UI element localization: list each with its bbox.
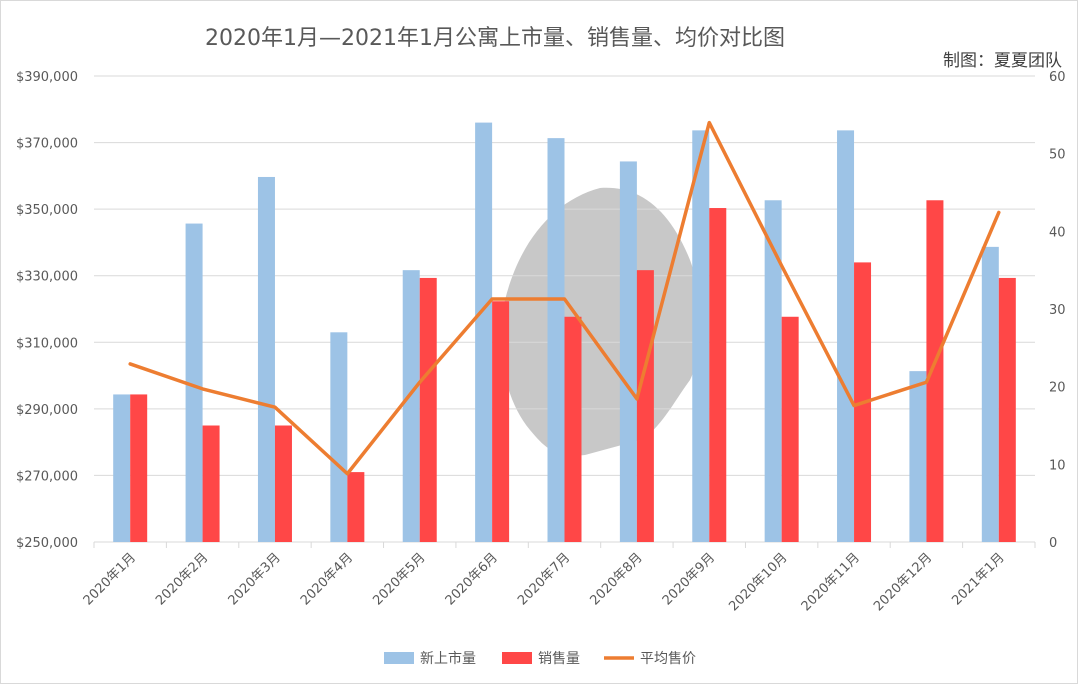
y-right-tick-label: 30 bbox=[1049, 303, 1066, 318]
x-tick-label: 2020年6月 bbox=[443, 550, 501, 608]
legend-swatch bbox=[384, 652, 414, 664]
avg-price-point bbox=[636, 398, 638, 400]
avg-price-point bbox=[925, 381, 927, 383]
bar-sales bbox=[926, 200, 944, 542]
bar-sales bbox=[274, 425, 292, 542]
y-right-tick-label: 20 bbox=[1049, 381, 1066, 396]
watermark-portrait bbox=[501, 187, 702, 456]
bar-new-listings bbox=[113, 394, 131, 542]
x-tick-label: 2020年7月 bbox=[515, 550, 573, 608]
y-right-tick-label: 60 bbox=[1049, 70, 1066, 85]
bar-new-listings bbox=[402, 270, 420, 542]
y-right-tick-label: 50 bbox=[1049, 148, 1066, 163]
bar-sales bbox=[564, 316, 582, 542]
x-tick-label: 2020年11月 bbox=[799, 550, 863, 614]
legend-label: 销售量 bbox=[538, 651, 580, 667]
bar-sales bbox=[492, 301, 510, 542]
x-tick-label: 2020年8月 bbox=[587, 550, 645, 608]
bar-sales bbox=[347, 472, 365, 542]
avg-price-point bbox=[274, 406, 276, 408]
avg-price-point bbox=[708, 122, 710, 124]
x-tick-label: 2020年3月 bbox=[226, 550, 284, 608]
y-left-tick-label: $390,000 bbox=[16, 70, 78, 85]
bar-sales bbox=[202, 425, 220, 542]
bar-new-listings bbox=[619, 161, 637, 542]
chart-credit: 制图：夏夏团队 bbox=[943, 51, 1062, 71]
legend: 新上市量 销售量 平均售价 bbox=[384, 650, 696, 667]
bar-sales bbox=[998, 277, 1016, 542]
legend-label: 新上市量 bbox=[420, 650, 476, 667]
bar-new-listings bbox=[475, 122, 493, 542]
bar-new-listings bbox=[764, 200, 782, 542]
bar-sales bbox=[419, 277, 437, 542]
y-left-tick-label: $310,000 bbox=[16, 336, 78, 351]
y-left-tick-label: $270,000 bbox=[16, 469, 78, 484]
legend-swatch bbox=[502, 652, 532, 664]
bar-sales bbox=[130, 394, 148, 542]
avg-price-point bbox=[564, 298, 565, 300]
avg-price-point bbox=[202, 388, 204, 390]
x-tick-label: 2020年12月 bbox=[871, 550, 935, 614]
bar-sales bbox=[709, 208, 727, 543]
chart-title: 2020年1月—2021年1月公寓上市量、销售量、均价对比图 bbox=[205, 26, 785, 51]
y-right-tick-label: 40 bbox=[1049, 225, 1066, 240]
y-left-tick-label: $290,000 bbox=[16, 403, 78, 418]
y-left-tick-label: $250,000 bbox=[16, 536, 78, 551]
bar-new-listings bbox=[837, 130, 855, 542]
avg-price-point bbox=[129, 363, 131, 365]
x-tick-label: 2020年10月 bbox=[726, 550, 790, 614]
x-tick-label: 2020年2月 bbox=[153, 550, 211, 608]
bar-new-listings bbox=[692, 130, 710, 542]
bar-sales bbox=[636, 270, 654, 542]
avg-price-point bbox=[491, 298, 493, 300]
avg-price-point bbox=[781, 265, 783, 267]
avg-price-point bbox=[419, 381, 421, 383]
bar-new-listings bbox=[330, 332, 348, 542]
y-right-tick-label: 10 bbox=[1049, 458, 1066, 473]
y-left-tick-label: $350,000 bbox=[16, 203, 78, 218]
avg-price-point bbox=[853, 405, 855, 407]
avg-price-point bbox=[346, 473, 348, 475]
y-left-tick-label: $370,000 bbox=[16, 137, 78, 152]
bar-new-listings bbox=[909, 371, 927, 542]
x-tick-label: 2020年4月 bbox=[298, 550, 356, 608]
bar-new-listings bbox=[547, 138, 565, 542]
y-left-tick-label: $330,000 bbox=[16, 270, 78, 285]
bar-sales bbox=[781, 316, 799, 542]
legend-label: 平均售价 bbox=[640, 651, 696, 667]
y-right-tick-label: 0 bbox=[1049, 536, 1057, 551]
x-tick-label: 2021年1月 bbox=[949, 550, 1007, 608]
bar-new-listings bbox=[981, 246, 999, 542]
x-tick-label: 2020年1月 bbox=[81, 550, 139, 608]
bar-new-listings bbox=[257, 176, 275, 542]
x-tick-label: 2020年5月 bbox=[370, 550, 428, 608]
avg-price-point bbox=[998, 211, 1000, 213]
bar-new-listings bbox=[185, 223, 203, 543]
x-tick-label: 2020年9月 bbox=[660, 550, 718, 608]
